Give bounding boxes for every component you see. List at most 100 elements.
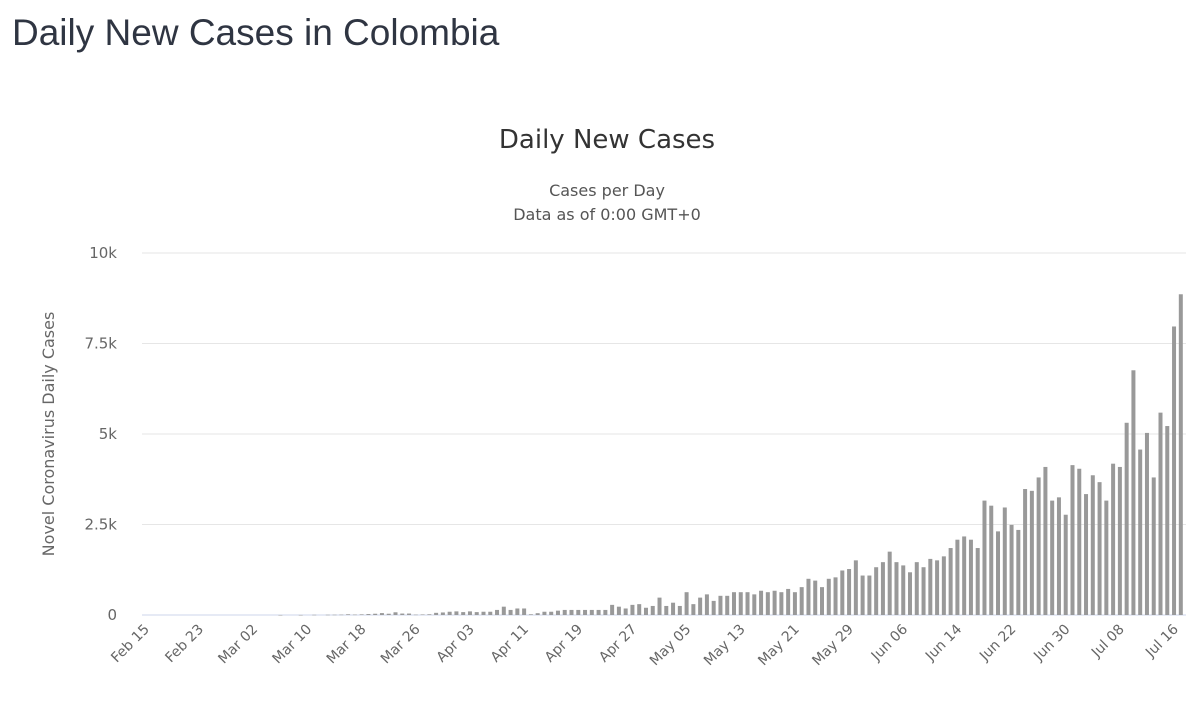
bar	[1165, 426, 1170, 615]
bar	[948, 548, 953, 615]
bar	[1009, 524, 1014, 615]
bar	[400, 613, 405, 615]
bar	[1023, 489, 1028, 615]
bar	[820, 587, 824, 615]
bar	[650, 605, 655, 615]
bar	[786, 588, 791, 615]
bar	[792, 592, 797, 615]
bar	[860, 575, 865, 615]
y-axis-title: Novel Coronavirus Daily Cases	[39, 312, 58, 557]
bar	[887, 551, 892, 615]
x-tick-label: Apr 27	[596, 622, 640, 666]
bar	[840, 570, 845, 615]
x-tick-label: Apr 19	[542, 622, 586, 666]
bar	[1036, 477, 1041, 615]
bar	[853, 560, 858, 615]
x-tick-label: Jun 06	[868, 621, 911, 664]
bar	[495, 609, 500, 615]
bar	[481, 611, 486, 615]
bar	[833, 577, 838, 615]
bar	[1138, 449, 1143, 615]
bar	[643, 607, 648, 615]
bar	[1002, 507, 1007, 615]
x-tick-label: May 13	[701, 622, 749, 670]
bar	[1158, 412, 1163, 615]
bar	[765, 592, 770, 615]
bar	[407, 613, 412, 615]
bar	[366, 614, 371, 615]
bar	[1063, 514, 1068, 615]
bar	[569, 609, 574, 615]
bar	[1104, 500, 1109, 615]
bar	[1144, 432, 1149, 615]
bar	[298, 614, 303, 616]
bar	[1131, 370, 1136, 615]
bar	[461, 612, 466, 615]
bar	[562, 609, 567, 615]
x-tick-label: Jul 08	[1088, 622, 1128, 662]
bar	[704, 594, 709, 615]
bar	[738, 592, 743, 615]
bar	[420, 614, 425, 615]
bar	[914, 562, 919, 615]
x-tick-label: Mar 18	[324, 622, 370, 668]
bar	[908, 572, 913, 615]
bar	[589, 609, 594, 615]
bar	[711, 600, 716, 615]
x-tick-label: Mar 02	[215, 622, 261, 668]
bar	[413, 614, 418, 616]
bar	[312, 614, 317, 616]
page-title: Daily New Cases in Colombia	[12, 12, 500, 53]
bar	[576, 609, 581, 615]
bar	[542, 611, 547, 615]
bar	[393, 612, 398, 615]
y-tick-label: 5k	[99, 425, 118, 443]
bar	[718, 595, 723, 615]
y-tick-label: 10k	[89, 244, 117, 262]
bar	[325, 614, 330, 616]
bar	[664, 605, 669, 615]
bar	[989, 505, 994, 615]
bar	[731, 592, 736, 615]
bar	[698, 597, 703, 615]
bar	[874, 567, 879, 615]
bar	[799, 587, 804, 615]
bars	[278, 294, 1183, 616]
bar	[603, 609, 608, 615]
x-tick-label: Feb 15	[108, 622, 153, 667]
bar	[447, 611, 452, 615]
bar	[1151, 477, 1156, 615]
bar	[454, 611, 459, 615]
y-tick-label: 2.5k	[84, 516, 117, 534]
bar	[880, 562, 885, 615]
bar	[1016, 529, 1021, 615]
bar	[968, 539, 973, 615]
bar	[813, 580, 818, 615]
bar	[346, 614, 351, 615]
bar	[501, 606, 506, 615]
bar	[779, 592, 784, 615]
x-tick-label: Apr 11	[488, 622, 532, 666]
bar	[657, 597, 662, 615]
x-tick-label: May 21	[755, 622, 803, 670]
bar	[339, 614, 344, 616]
x-tick-label: Apr 03	[434, 622, 478, 666]
x-tick-label: Jun 14	[922, 621, 965, 664]
chart-subtitle-2: Data as of 0:00 GMT+0	[513, 205, 701, 224]
bar	[630, 604, 635, 615]
bar	[555, 610, 560, 615]
bar	[928, 558, 933, 615]
bar	[623, 608, 628, 615]
bar	[867, 575, 872, 615]
bar	[508, 609, 513, 615]
bar	[1124, 422, 1129, 615]
x-tick-label: May 29	[809, 622, 857, 670]
bar	[359, 614, 364, 615]
bar	[596, 609, 601, 615]
bar	[806, 578, 811, 615]
bar	[826, 578, 831, 615]
bar	[745, 592, 750, 615]
bar	[610, 604, 615, 615]
bar	[772, 590, 777, 615]
bar	[528, 614, 533, 615]
